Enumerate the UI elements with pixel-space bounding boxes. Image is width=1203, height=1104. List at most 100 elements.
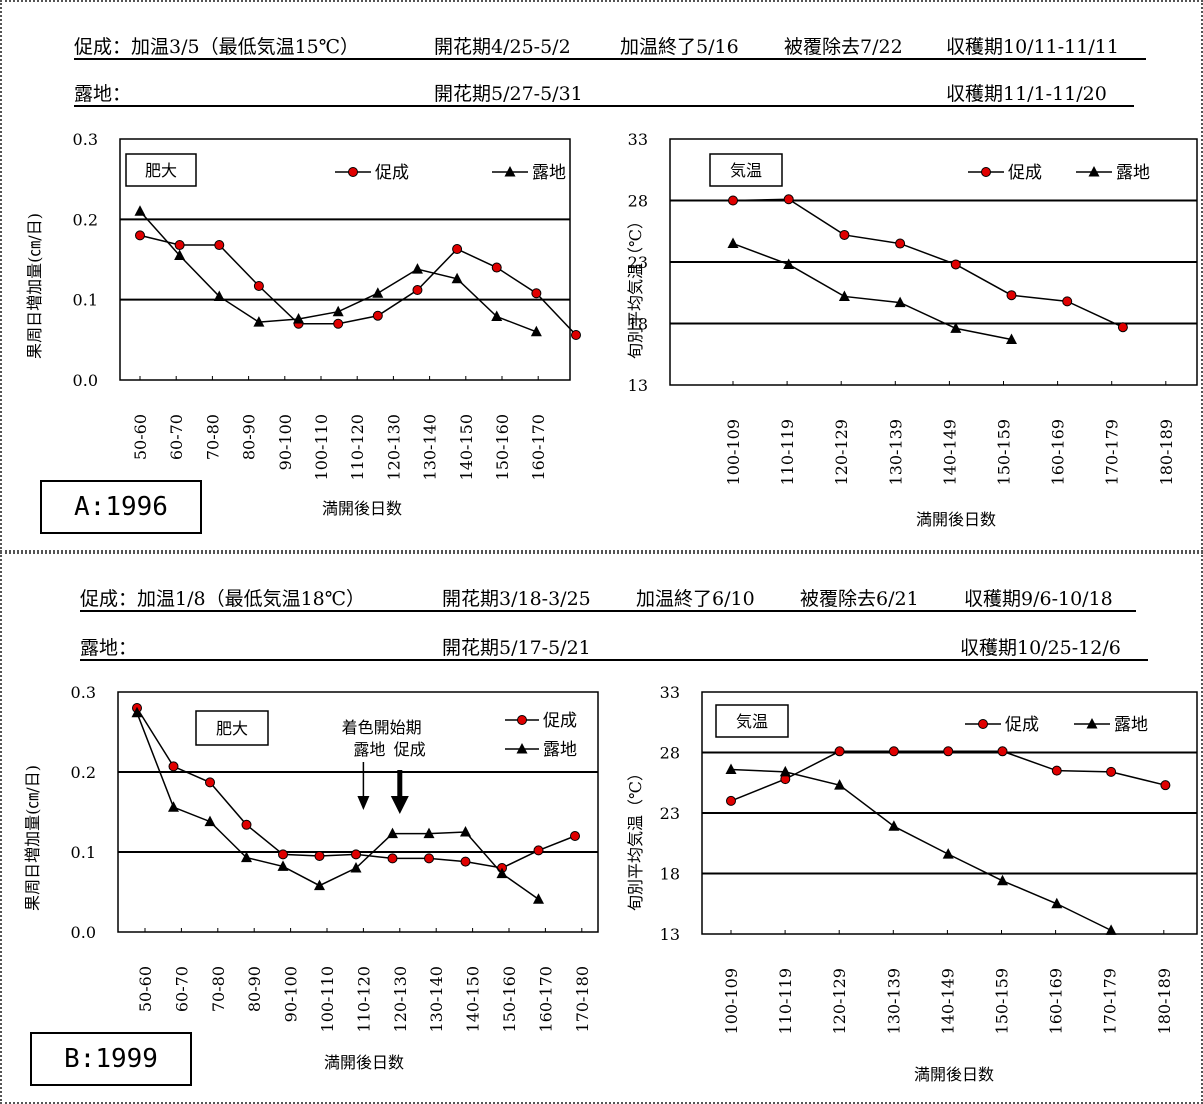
forcing-data-point (571, 330, 581, 341)
forcing-flowering-period: 開花期4/25-5/2 (434, 36, 571, 58)
open-field-data-point (997, 874, 1008, 886)
y-tick-label: 33 (628, 130, 648, 149)
forcing-data-point (531, 288, 542, 299)
open-field-data-point (213, 290, 225, 301)
forcing-data-point (726, 795, 736, 806)
forcing-data-point (387, 853, 398, 864)
chart-box-label: 気温 (730, 161, 762, 180)
x-tick-label: 170-179 (1101, 968, 1120, 1034)
y-tick-label: 0.1 (71, 843, 96, 862)
open-field-data-point (834, 779, 846, 790)
chart-box-label: 気温 (736, 712, 768, 731)
forcing-data-point (1117, 322, 1128, 333)
x-tick-label: 140-149 (938, 968, 957, 1034)
row-underline (74, 105, 1134, 107)
y-tick-label: 23 (660, 804, 680, 823)
x-tick-label: 60-70 (172, 966, 191, 1012)
y-tick-label: 0.2 (71, 763, 96, 782)
open-field-data-point (131, 706, 143, 718)
chart-box-label-frame (195, 710, 269, 746)
forcing-data-point (783, 194, 794, 205)
open-field-data-point (530, 325, 542, 337)
open-field-data-point (1006, 333, 1017, 344)
chart-box-label: 肥大 (216, 719, 248, 738)
legend-marker (978, 719, 988, 729)
forcing-data-point (491, 262, 502, 273)
x-tick-label: 170-179 (1103, 419, 1122, 485)
open-field-data-point (134, 205, 146, 216)
series-line (136, 712, 539, 900)
x-tick-label: 100-109 (724, 419, 743, 485)
forcing-data-point (241, 819, 252, 830)
open-field-data-point (314, 879, 325, 891)
legend-label: 露地 (543, 740, 577, 760)
arrow-forcing-head (390, 796, 409, 814)
open-field-data-point (838, 290, 850, 301)
open-field-data-point (253, 316, 265, 327)
x-tick-label: 140-150 (457, 414, 476, 480)
x-tick-label: 100-110 (312, 414, 331, 480)
open-field-data-point (950, 322, 962, 333)
forcing-data-point (314, 851, 325, 861)
legend-marker (504, 166, 516, 177)
y-tick-label: 0.3 (71, 683, 96, 702)
open-field-data-point (491, 310, 503, 322)
forcing-data-point (950, 259, 961, 270)
y-tick-label: 0.0 (71, 923, 96, 942)
y-tick-label: 18 (628, 315, 648, 334)
annotation-title: 着色開始期 (342, 718, 422, 737)
open-field-data-point (1105, 924, 1117, 935)
open-field-data-point (372, 287, 384, 298)
legend-marker (517, 715, 527, 725)
y-tick-label: 33 (660, 683, 680, 702)
x-tick-label: 160-169 (1049, 419, 1068, 485)
forcing-data-point (214, 240, 225, 251)
x-tick-label: 100-110 (318, 966, 337, 1032)
open-harvest-period: 収穫期10/25-12/6 (960, 637, 1121, 659)
open-flowering-period: 開花期5/17-5/21 (442, 637, 591, 659)
forcing-data-point (1006, 290, 1017, 301)
x-tick-label: 80-90 (245, 966, 264, 1012)
open-field-data-point (350, 862, 362, 873)
row-underline (80, 610, 1136, 612)
panel-1999: 促成：加温1/8（最低気温18℃） 開花期3/18-3/25 加温終了6/10 … (0, 552, 1203, 1104)
open-field-data-point (174, 249, 186, 260)
x-tick-label: 70-80 (203, 414, 222, 460)
y-tick-label: 28 (660, 744, 680, 763)
x-tick-label: 140-150 (464, 966, 483, 1032)
open-field-data-point (241, 851, 252, 863)
open-field-data-point (942, 848, 954, 859)
open-field-label: 露地： (74, 83, 132, 105)
open-field-label: 露地： (80, 637, 138, 659)
forcing-heating-info: 促成：加温3/5（最低気温15℃） (74, 36, 360, 58)
x-tick-label: 100-109 (722, 968, 741, 1034)
open-field-data-point (277, 860, 289, 871)
legend-marker (1086, 718, 1098, 729)
x-tick-label: 140-149 (940, 419, 959, 485)
arrow-open-head (357, 796, 370, 810)
y-tick-label: 18 (660, 865, 680, 884)
forcing-data-point (460, 856, 471, 867)
series-line (732, 242, 1012, 341)
legend-marker (516, 743, 528, 754)
forcing-data-point (278, 849, 288, 860)
x-tick-label: 60-70 (167, 414, 186, 460)
y-axis-title: 旬別平均気温（℃） (626, 213, 645, 359)
forcing-harvest-period: 収穫期9/6-10/18 (964, 588, 1113, 610)
forcing-heating-end: 加温終了6/10 (636, 588, 755, 610)
legend-label: 露地 (1114, 715, 1148, 735)
row-underline (74, 58, 1146, 60)
forcing-data-point (135, 230, 145, 241)
x-tick-label: 50-60 (131, 414, 150, 460)
legend-label: 促成 (1008, 163, 1042, 183)
forcing-data-point (452, 244, 463, 255)
open-field-data-point (451, 272, 463, 284)
open-field-data-point (779, 765, 791, 777)
series-line (730, 768, 1112, 932)
open-field-data-point (411, 263, 423, 274)
x-tick-label: 110-120 (348, 414, 367, 480)
x-tick-label: 80-90 (240, 414, 259, 460)
chart-box-label-frame (709, 153, 783, 187)
y-tick-label: 28 (628, 192, 648, 211)
